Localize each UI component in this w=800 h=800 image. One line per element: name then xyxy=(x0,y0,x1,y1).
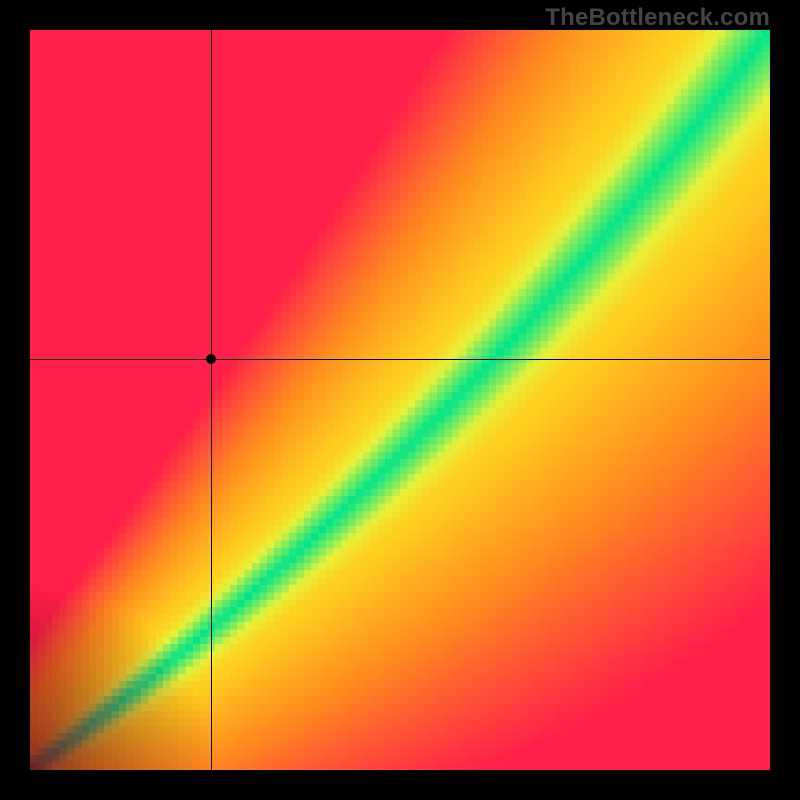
bottleneck-heatmap xyxy=(30,30,770,770)
crosshair-vertical-line xyxy=(211,30,212,770)
watermark-text: TheBottleneck.com xyxy=(545,4,770,32)
chart-container: TheBottleneck.com xyxy=(0,0,800,800)
crosshair-horizontal-line xyxy=(30,359,770,360)
